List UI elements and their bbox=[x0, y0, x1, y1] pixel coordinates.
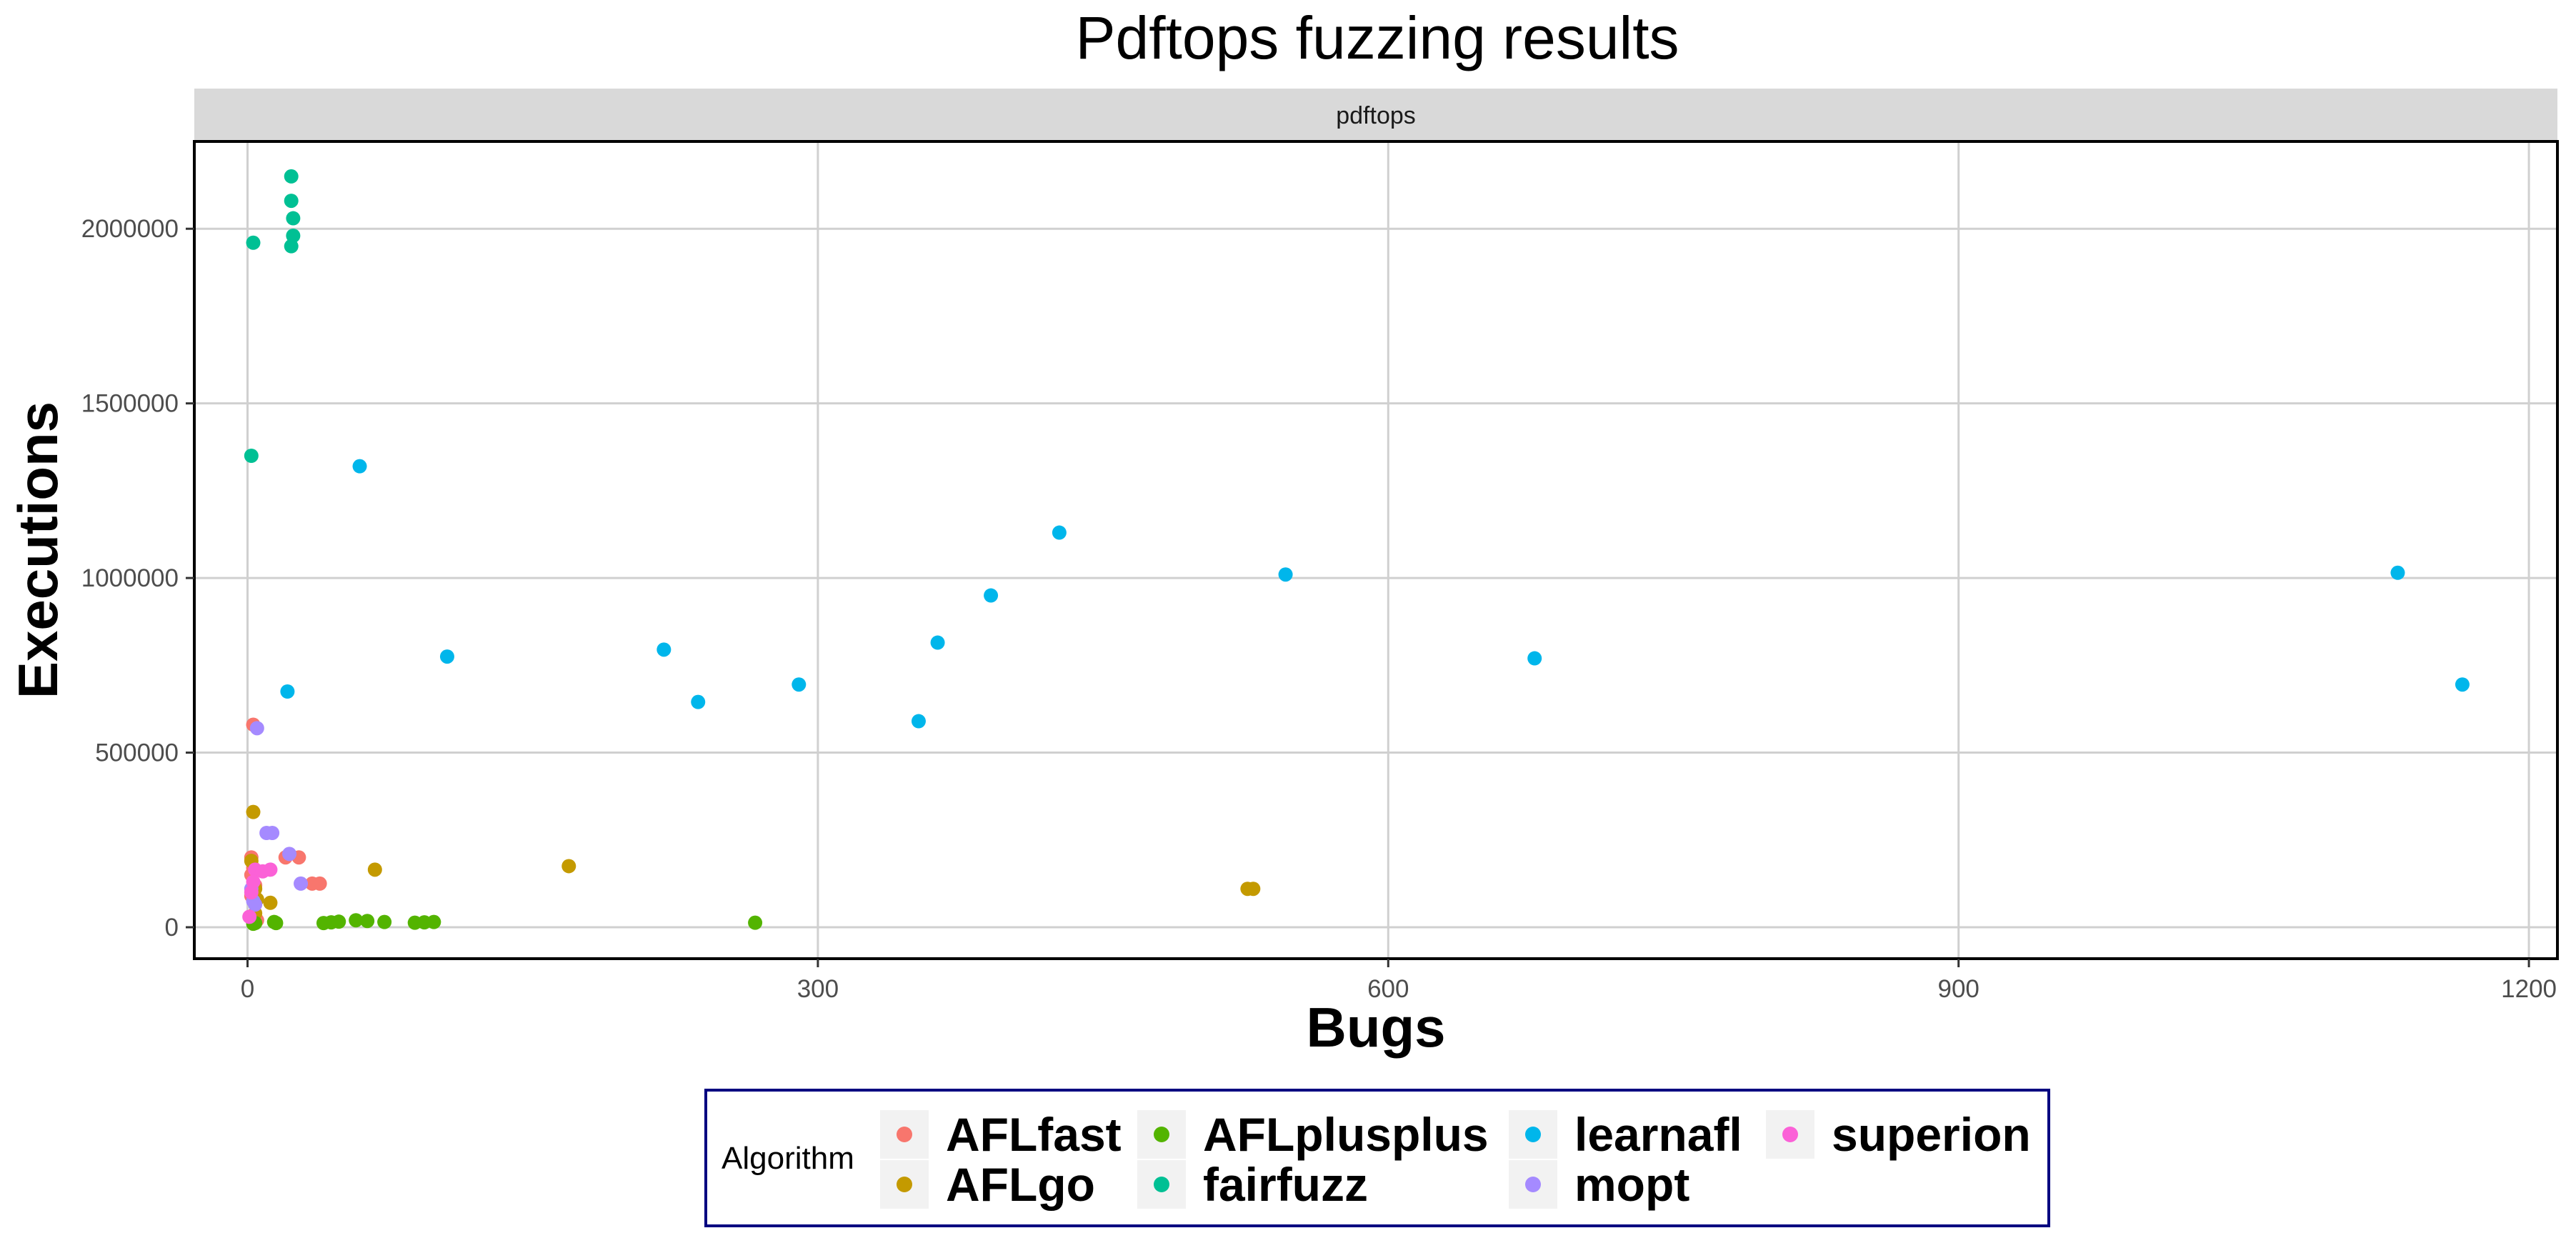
legend-item-superion: superion bbox=[1766, 1108, 2031, 1161]
legend-label: AFLplusplus bbox=[1203, 1108, 1489, 1161]
data-point bbox=[280, 684, 295, 699]
data-point bbox=[284, 194, 299, 209]
data-point bbox=[331, 914, 346, 929]
data-point bbox=[282, 847, 297, 862]
data-point bbox=[2390, 565, 2405, 580]
data-point bbox=[269, 916, 284, 931]
legend-marker bbox=[1525, 1127, 1541, 1142]
data-point bbox=[657, 642, 672, 657]
data-point bbox=[984, 588, 999, 603]
data-point bbox=[930, 635, 945, 650]
data-point bbox=[246, 235, 261, 250]
x-tick-label: 900 bbox=[1937, 975, 1979, 1003]
data-point bbox=[377, 914, 392, 929]
series-mopt bbox=[244, 721, 309, 912]
data-point bbox=[244, 885, 259, 900]
legend-title: Algorithm bbox=[722, 1141, 854, 1176]
data-point bbox=[248, 897, 263, 912]
legend-marker bbox=[1154, 1177, 1169, 1192]
series-superion bbox=[242, 862, 278, 924]
legend-marker bbox=[897, 1177, 912, 1192]
x-axis-ticks: 0 300 600 900 1200 bbox=[241, 959, 2557, 1003]
data-point bbox=[561, 859, 576, 874]
legend-label: superion bbox=[1832, 1108, 2031, 1161]
chart-title: Pdftops fuzzing results bbox=[1075, 4, 1679, 71]
legend-label: fairfuzz bbox=[1203, 1158, 1368, 1211]
legend-label: AFLgo bbox=[946, 1158, 1095, 1211]
y-tick-label: 1500000 bbox=[81, 390, 179, 418]
y-tick-label: 0 bbox=[165, 914, 179, 942]
data-point bbox=[1527, 651, 1542, 666]
facet-strip-label: pdftops bbox=[1336, 102, 1416, 129]
series-aflgo bbox=[244, 804, 1261, 921]
y-axis-ticks: 0 500000 1000000 1500000 2000000 bbox=[81, 215, 194, 942]
data-point bbox=[284, 239, 299, 254]
data-point bbox=[244, 449, 259, 463]
series-learnafl bbox=[280, 459, 2470, 729]
legend-label: mopt bbox=[1574, 1158, 1689, 1211]
y-axis-title: Executions bbox=[6, 401, 69, 699]
legend-item-aflplusplus: AFLplusplus bbox=[1137, 1108, 1489, 1161]
x-tick-label: 600 bbox=[1367, 975, 1409, 1003]
legend-marker bbox=[1154, 1127, 1169, 1142]
plot-border bbox=[193, 140, 2559, 960]
data-point bbox=[792, 677, 807, 692]
legend-marker bbox=[1782, 1127, 1798, 1142]
data-point bbox=[911, 714, 926, 729]
data-point bbox=[349, 913, 364, 928]
legend-item-aflfast: AFLfast bbox=[880, 1108, 1122, 1161]
data-point bbox=[284, 169, 299, 184]
data-point bbox=[312, 876, 327, 891]
legend-label: learnafl bbox=[1574, 1108, 1742, 1161]
data-point bbox=[246, 804, 261, 819]
plot-panel bbox=[194, 141, 2557, 959]
legend-marker bbox=[897, 1127, 912, 1142]
data-point bbox=[286, 211, 301, 226]
x-tick-label: 1200 bbox=[2501, 975, 2557, 1003]
y-tick-label: 500000 bbox=[95, 739, 179, 767]
data-point bbox=[1246, 882, 1261, 897]
data-point bbox=[367, 862, 382, 877]
data-point bbox=[748, 915, 763, 930]
data-points bbox=[242, 169, 2470, 932]
data-point bbox=[263, 895, 278, 910]
data-point bbox=[1052, 525, 1067, 540]
data-point bbox=[691, 694, 706, 709]
legend-item-aflgo: AFLgo bbox=[880, 1158, 1095, 1211]
data-point bbox=[352, 459, 367, 474]
data-point bbox=[439, 649, 454, 664]
data-point bbox=[265, 826, 280, 840]
legend-item-mopt: mopt bbox=[1509, 1158, 1689, 1211]
data-point bbox=[2455, 677, 2470, 692]
legend-box bbox=[704, 1089, 2050, 1227]
data-point bbox=[294, 876, 309, 891]
data-point bbox=[1278, 567, 1293, 582]
series-aflplusplus bbox=[246, 913, 763, 932]
series-fairfuzz bbox=[244, 169, 301, 463]
legend-label: AFLfast bbox=[946, 1108, 1122, 1161]
gridlines bbox=[194, 141, 2557, 959]
x-tick-label: 300 bbox=[797, 975, 839, 1003]
data-point bbox=[426, 914, 441, 929]
legend-item-fairfuzz: fairfuzz bbox=[1137, 1158, 1368, 1211]
data-point bbox=[360, 914, 375, 929]
x-axis-title: Bugs bbox=[1307, 996, 1446, 1059]
legend-marker bbox=[1525, 1177, 1541, 1192]
data-point bbox=[263, 862, 278, 877]
y-tick-label: 1000000 bbox=[81, 564, 179, 592]
data-point bbox=[249, 721, 264, 736]
facet-strip bbox=[194, 89, 2557, 141]
legend-item-learnafl: learnafl bbox=[1509, 1108, 1742, 1161]
x-tick-label: 0 bbox=[241, 975, 254, 1003]
y-tick-label: 2000000 bbox=[81, 215, 179, 243]
data-point bbox=[242, 909, 257, 924]
